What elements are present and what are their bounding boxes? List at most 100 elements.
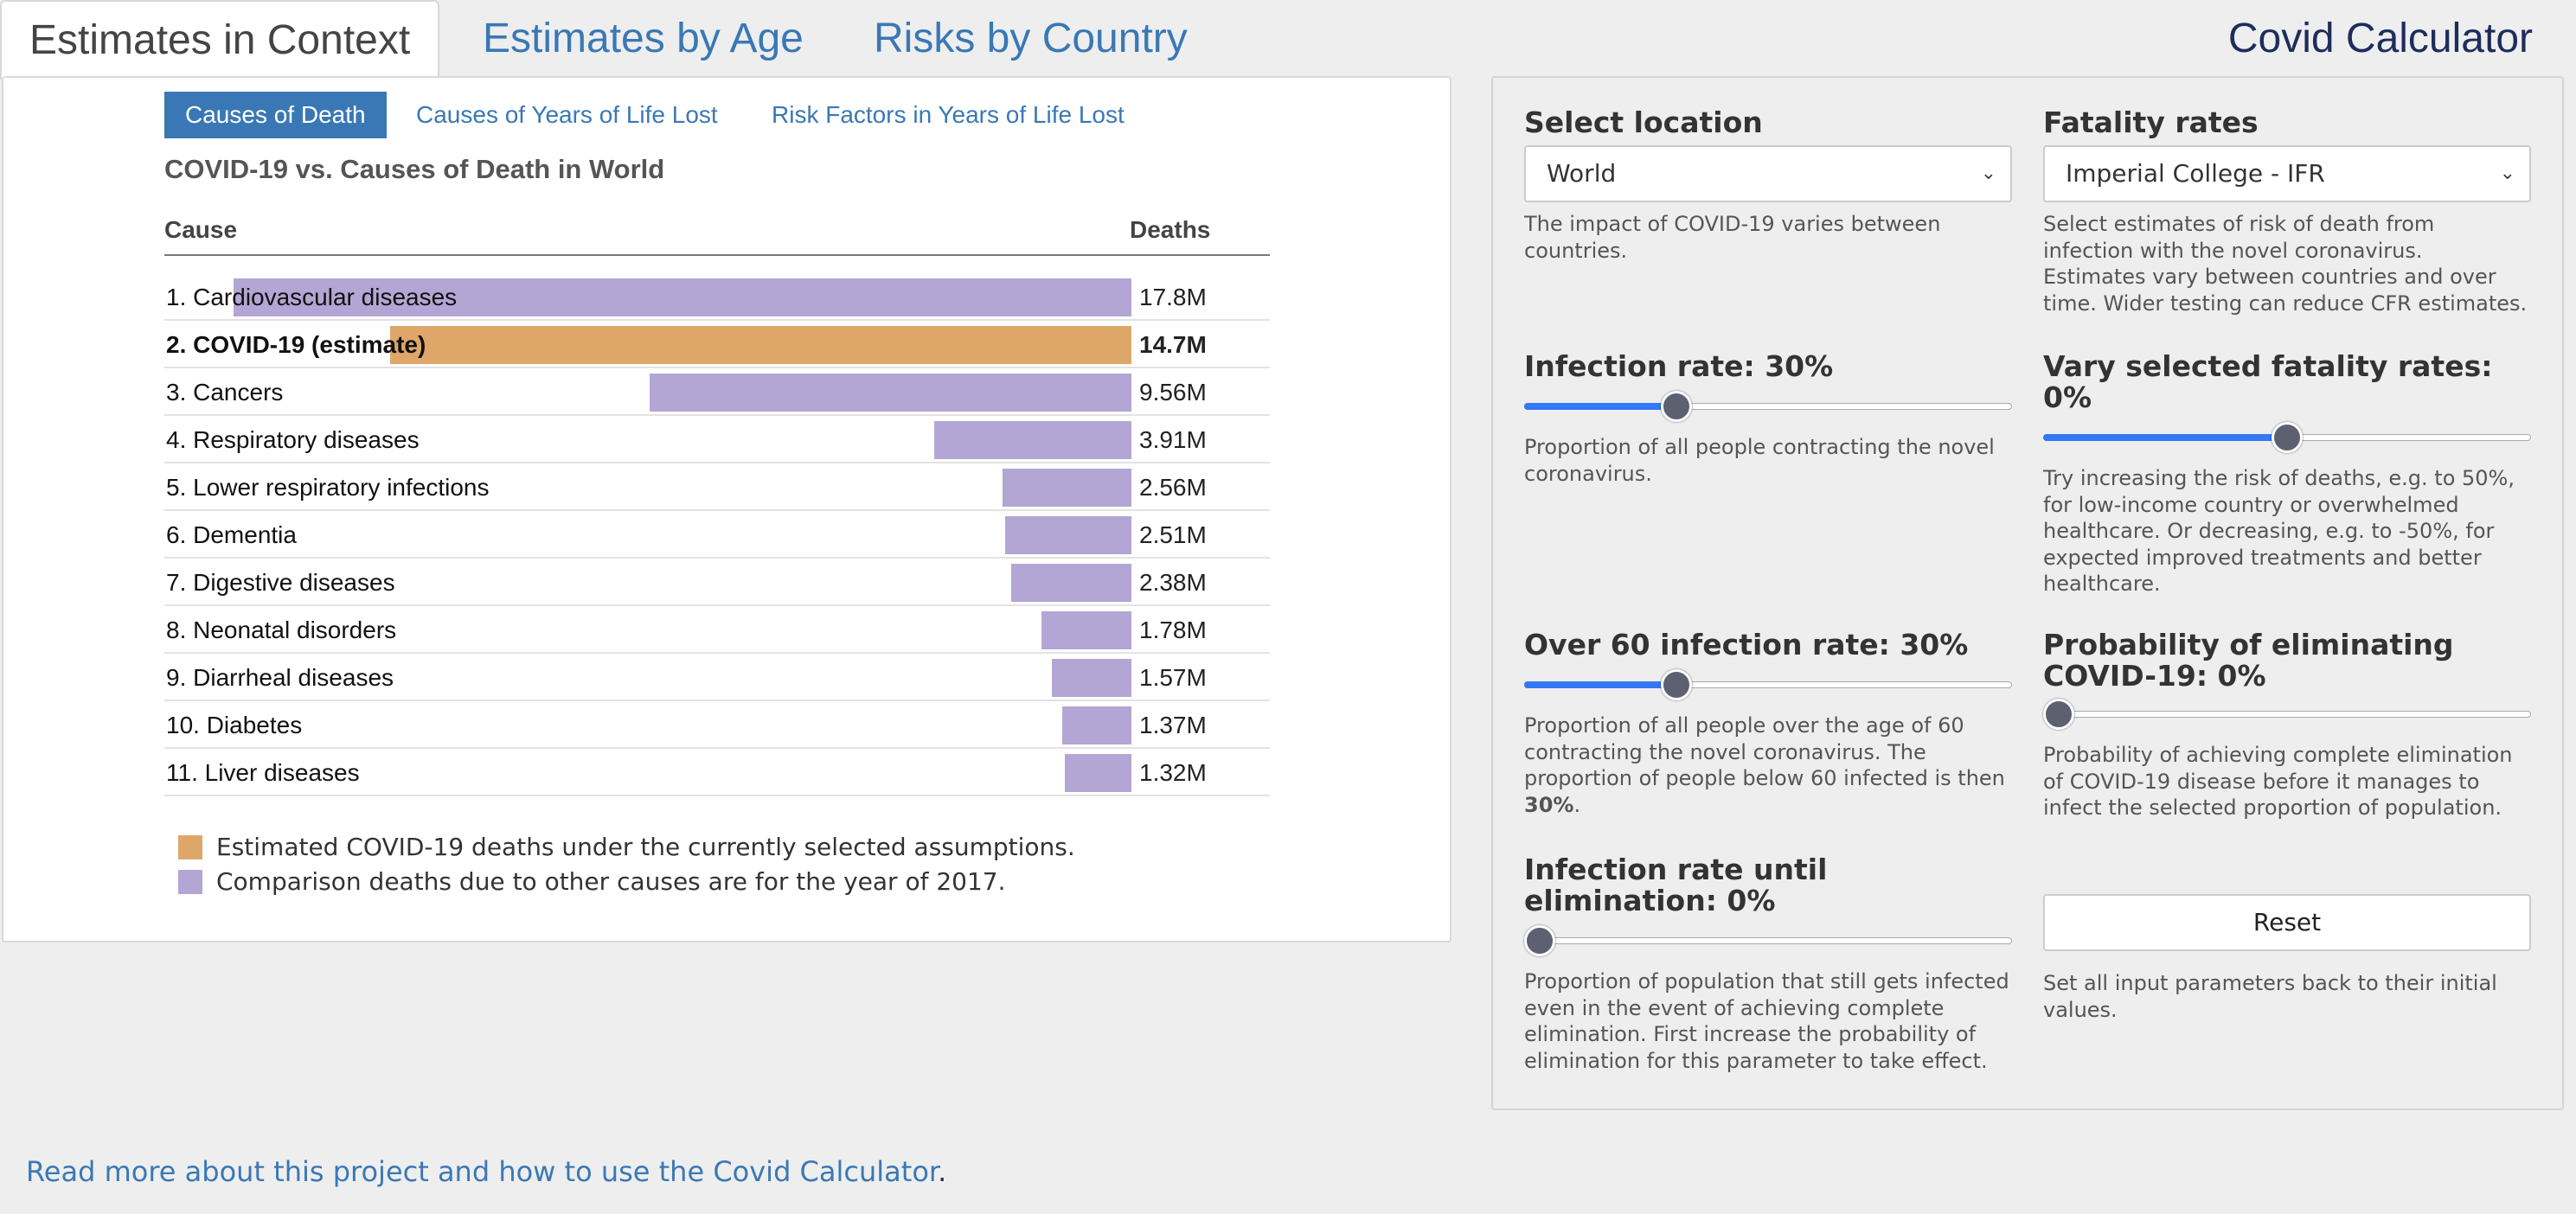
elimination-slider[interactable] [2043, 697, 2531, 732]
bar-comparison [1003, 469, 1131, 507]
bar-comparison [1052, 659, 1131, 697]
over60-control: Over 60 infection rate: 30% [1524, 629, 2012, 661]
footer: Read more about this project and how to … [26, 1155, 946, 1188]
chart-title: COVID-19 vs. Causes of Death in World [164, 154, 665, 184]
chart-row: 4. Respiratory diseases 3.91M [164, 416, 1270, 463]
location-select[interactable]: World ⌄ [1524, 145, 2012, 202]
elimination-control: Probability of eliminating COVID-19: 0% [2043, 629, 2531, 692]
chevron-down-icon: ⌄ [1980, 163, 1996, 184]
slider-thumb[interactable] [1524, 925, 1555, 956]
row-value: 2.38M [1139, 569, 1207, 596]
row-label: 10. Diabetes [166, 712, 303, 738]
elimination-title: Probability of eliminating COVID-19: 0% [2043, 628, 2454, 693]
fatality-select-value: Imperial College - IFR [2066, 159, 2325, 188]
vary-fatality-slider[interactable] [2043, 420, 2531, 455]
bar-comparison [1062, 706, 1131, 744]
over60-description: Proportion of all people over the age of… [1524, 712, 2012, 818]
row-value: 1.32M [1139, 759, 1207, 786]
slider-thumb[interactable] [2272, 422, 2303, 453]
chevron-down-icon: ⌄ [2499, 163, 2515, 184]
elimination-description: Probability of achieving complete elimin… [2043, 743, 2513, 820]
fatality-select[interactable]: Imperial College - IFR ⌄ [2043, 145, 2531, 202]
slider-thumb[interactable] [1661, 391, 1693, 422]
slider-thumb[interactable] [2043, 699, 2074, 730]
over60-desc-value: 30% [1524, 792, 1574, 817]
over60-desc-end: . [1573, 792, 1581, 817]
vary-fatality-description: Try increasing the risk of deaths, e.g. … [2043, 466, 2515, 596]
column-header-deaths: Deaths [1130, 216, 1211, 243]
app-title: Covid Calculator [2227, 16, 2533, 61]
slider-fill [1524, 681, 1677, 688]
chart-row-covid: 2. COVID-19 (estimate) 14.7M [164, 321, 1270, 368]
row-value: 1.37M [1139, 712, 1207, 738]
subtab-causes-of-years-of-life-lost[interactable]: Causes of Years of Life Lost [416, 101, 718, 128]
subtab-risk-factors[interactable]: Risk Factors in Years of Life Lost [772, 101, 1125, 128]
tab-estimates-in-context[interactable]: Estimates in Context [0, 0, 440, 80]
controls-panel: Select location World ⌄ The impact of CO… [1491, 76, 2564, 1110]
legend-text-comparison: Comparison deaths due to other causes ar… [216, 867, 1006, 896]
slider-thumb[interactable] [1661, 669, 1693, 700]
bar-comparison [234, 278, 1131, 316]
chart-row: 10. Diabetes 1.37M [164, 701, 1270, 749]
row-label: 1. Cardiovascular diseases [166, 284, 458, 310]
chart-row: 6. Dementia 2.51M [164, 511, 1270, 559]
chart-row: 1. Cardiovascular diseases 17.8M [164, 273, 1270, 321]
footer-period: . [938, 1155, 947, 1188]
reset-button[interactable]: Reset [2043, 894, 2531, 951]
until-elimination-control: Infection rate until elimination: 0% [1524, 854, 2012, 917]
legend-swatch-covid [178, 835, 202, 859]
chart-row: 11. Liver diseases 1.32M [164, 749, 1270, 796]
over60-slider[interactable] [1524, 668, 2012, 702]
until-elimination-title: Infection rate until elimination: 0% [1524, 853, 1828, 917]
until-elimination-description: Proportion of population that still gets… [1524, 969, 2009, 1073]
tab-risks-by-country[interactable]: Risks by Country [874, 16, 1188, 61]
row-value: 1.57M [1139, 664, 1207, 691]
vary-fatality-control: Vary selected fatality rates: 0% [2043, 351, 2531, 413]
chart-row: 5. Lower respiratory infections 2.56M [164, 463, 1270, 511]
chart-rows: 1. Cardiovascular diseases 17.8M 2. COVID-… [164, 273, 1270, 796]
row-label: 5. Lower respiratory infections [166, 474, 490, 501]
bar-comparison [1011, 564, 1131, 602]
row-value: 3.91M [1139, 426, 1207, 453]
slider-track [2043, 711, 2531, 718]
row-label: 8. Neonatal disorders [166, 617, 397, 643]
row-label: 11. Liver diseases [166, 759, 360, 786]
slider-fill [2043, 434, 2287, 441]
row-label: 4. Respiratory diseases [166, 426, 420, 453]
bar-covid [390, 326, 1131, 364]
chart-row: 3. Cancers 9.56M [164, 368, 1270, 416]
row-value: 2.51M [1139, 521, 1207, 548]
fatality-control: Fatality rates [2043, 107, 2531, 138]
row-value: 14.7M [1139, 331, 1207, 358]
row-value: 9.56M [1139, 379, 1207, 406]
header-divider [164, 254, 1270, 256]
chart-panel: Causes of Death Causes of Years of Life … [2, 76, 1451, 942]
tab-estimates-by-age[interactable]: Estimates by Age [483, 16, 804, 61]
row-label: 3. Cancers [166, 379, 284, 406]
location-title: Select location [1524, 105, 1763, 139]
infection-rate-title: Infection rate: 30% [1524, 349, 1834, 383]
location-control: Select location [1524, 107, 2012, 138]
infection-rate-control: Infection rate: 30% [1524, 351, 2012, 382]
bar-comparison [934, 421, 1131, 459]
location-description: The impact of COVID-19 varies between co… [1524, 212, 1941, 263]
column-header-cause: Cause [164, 216, 238, 243]
until-elimination-slider[interactable] [1524, 923, 2012, 958]
row-label: 2. COVID-19 (estimate) [166, 331, 426, 358]
reset-description: Set all input parameters back to their i… [2043, 971, 2497, 1022]
read-more-link[interactable]: Read more about this project and how to … [26, 1155, 939, 1188]
row-value: 1.78M [1139, 617, 1207, 643]
bar-comparison [1041, 611, 1131, 649]
chart-row: 9. Diarrheal diseases 1.57M [164, 654, 1270, 701]
bar-comparison [1065, 754, 1131, 792]
bar-comparison [650, 374, 1131, 412]
fatality-description: Select estimates of risk of death from i… [2043, 212, 2528, 316]
vary-fatality-title: Vary selected fatality rates: 0% [2043, 349, 2493, 414]
location-select-value: World [1547, 159, 1617, 188]
chart-row: 8. Neonatal disorders 1.78M [164, 606, 1270, 654]
row-label: 7. Digestive diseases [166, 569, 395, 596]
fatality-title: Fatality rates [2043, 105, 2259, 139]
subtab-causes-of-death[interactable]: Causes of Death [164, 92, 387, 138]
infection-rate-slider[interactable] [1524, 389, 2012, 424]
slider-track [1524, 937, 2012, 944]
